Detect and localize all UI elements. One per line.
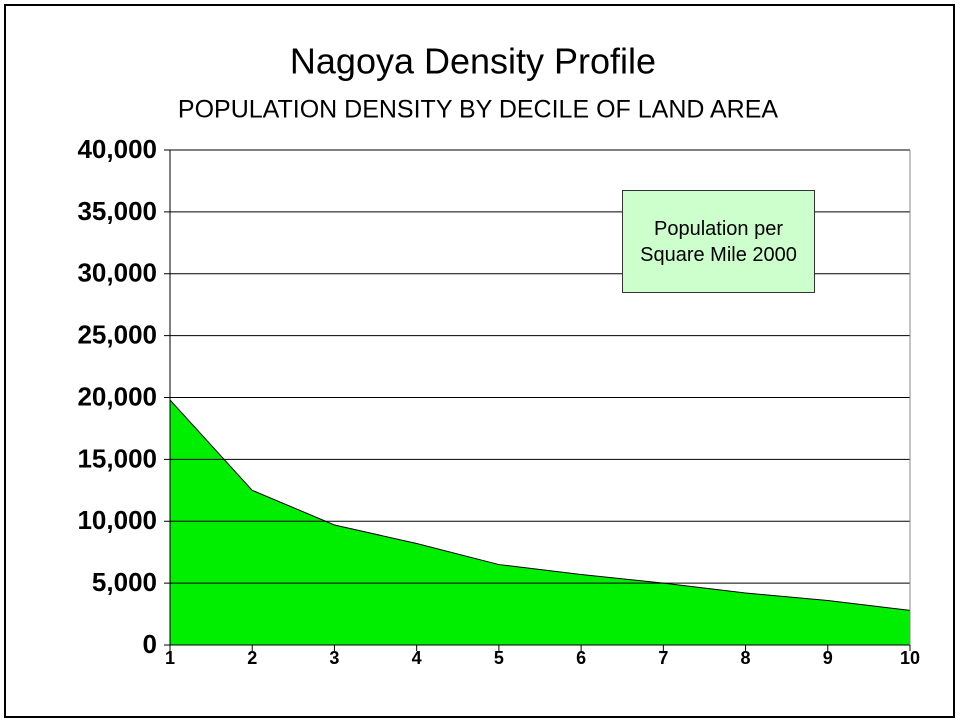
chart-subtitle: POPULATION DENSITY BY DECILE OF LAND ARE… xyxy=(178,96,778,124)
y-tick-label: 10,000 xyxy=(77,505,157,535)
x-tick-label: 3 xyxy=(329,648,339,668)
x-tick-label: 8 xyxy=(741,648,751,668)
area-outline xyxy=(169,399,911,611)
x-tick-label: 7 xyxy=(658,648,668,668)
y-tick-label: 5,000 xyxy=(92,567,157,597)
x-tick-label: 6 xyxy=(576,648,586,668)
y-tick-label: 15,000 xyxy=(77,443,157,473)
area xyxy=(170,399,910,645)
x-tick-label: 4 xyxy=(412,648,422,668)
y-tick-label: 0 xyxy=(143,629,157,659)
y-tick-label: 35,000 xyxy=(77,196,157,226)
y-tick-label: 30,000 xyxy=(77,258,157,288)
x-tick-label: 1 xyxy=(165,648,175,668)
y-tick-label: 20,000 xyxy=(77,381,157,411)
legend: Population per Square Mile 2000 xyxy=(622,190,815,293)
x-tick-label: 9 xyxy=(823,648,833,668)
y-tick-label: 25,000 xyxy=(77,320,157,350)
y-tick-label: 40,000 xyxy=(77,134,157,164)
x-tick-label: 5 xyxy=(494,648,504,668)
chart-title: Nagoya Density Profile xyxy=(290,41,656,82)
x-tick-label: 10 xyxy=(900,648,920,668)
x-tick-label: 2 xyxy=(247,648,257,668)
